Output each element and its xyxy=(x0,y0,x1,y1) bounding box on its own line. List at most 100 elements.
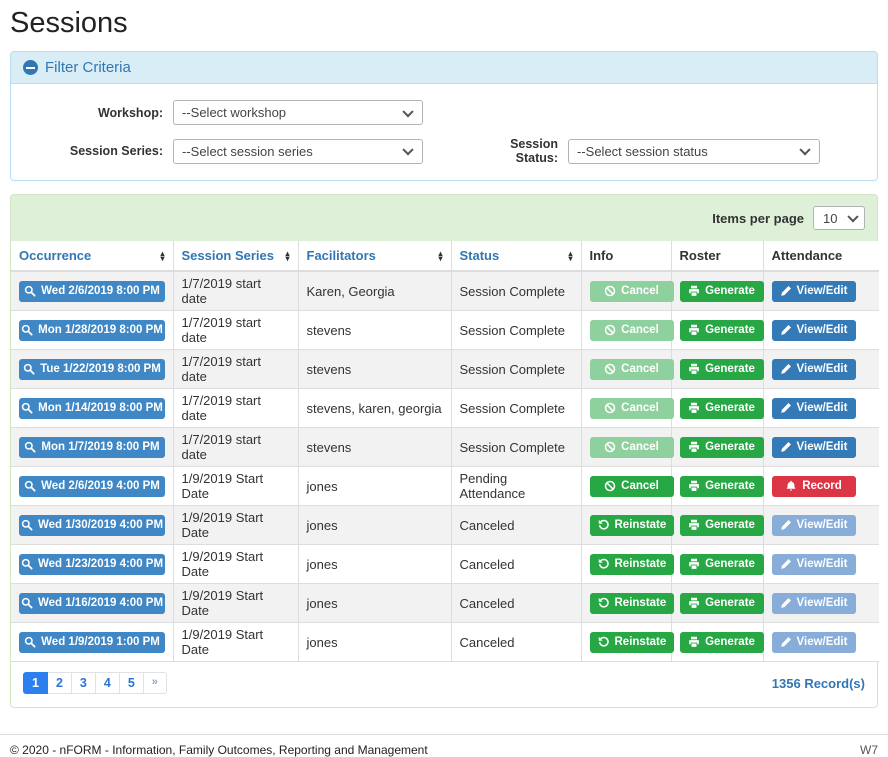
session-series-cell: 1/9/2019 Start Date xyxy=(172,622,299,662)
filter-criteria-title: Filter Criteria xyxy=(45,59,131,76)
roster-action-button[interactable]: Generate xyxy=(679,436,764,458)
facilitators-cell: stevens xyxy=(297,310,452,350)
info-action-button[interactable]: Reinstate xyxy=(589,553,675,575)
column-header-status[interactable]: Status ▴ ▾ xyxy=(450,241,582,272)
table-row: Mon 1/7/2019 8:00 PM 1/7/2019 start date… xyxy=(11,427,879,467)
minus-circle-icon xyxy=(23,60,38,75)
info-action-button[interactable]: Reinstate xyxy=(589,592,675,614)
occurrence-button[interactable]: Wed 1/30/2019 4:00 PM xyxy=(19,514,165,536)
sort-icon[interactable]: ▴ ▾ xyxy=(160,248,165,263)
table-row: Wed 2/6/2019 8:00 PM 1/7/2019 start date… xyxy=(11,270,879,311)
occurrence-button[interactable]: Wed 2/6/2019 4:00 PM xyxy=(19,475,165,497)
undo-icon xyxy=(598,519,610,531)
session-status-select[interactable]: --Select session status xyxy=(568,138,820,164)
info-action-button[interactable]: Reinstate xyxy=(589,631,675,653)
sort-icon[interactable]: ▴ ▾ xyxy=(568,248,573,263)
session-status-select-wrap: --Select session status xyxy=(568,138,820,164)
attendance-action-button[interactable]: View/Edit xyxy=(771,436,856,458)
pencil-icon xyxy=(780,558,792,570)
sort-icon[interactable]: ▴ ▾ xyxy=(438,248,443,263)
status-cell: Canceled xyxy=(450,622,582,662)
attendance-action-button: View/Edit xyxy=(771,553,856,575)
facilitators-cell: stevens xyxy=(297,349,452,389)
results-panel-header: Items per page 10 xyxy=(11,195,877,241)
attendance-action-button: View/Edit xyxy=(771,514,856,536)
occurrence-button[interactable]: Wed 1/16/2019 4:00 PM xyxy=(19,592,165,614)
printer-icon xyxy=(688,480,700,492)
roster-action-button[interactable]: Generate xyxy=(679,514,764,536)
printer-icon xyxy=(688,441,700,453)
search-icon xyxy=(21,402,33,414)
table-row: Wed 1/23/2019 4:00 PM 1/9/2019 Start Dat… xyxy=(11,544,879,584)
session-series-select-wrap: --Select session series xyxy=(173,138,423,164)
roster-action-button[interactable]: Generate xyxy=(679,553,764,575)
roster-action-button[interactable]: Generate xyxy=(679,280,764,302)
status-cell: Session Complete xyxy=(450,270,582,311)
attendance-action-button[interactable]: View/Edit xyxy=(771,319,856,341)
pencil-icon xyxy=(780,402,792,414)
pagination-next[interactable]: » xyxy=(143,672,167,694)
roster-action-button[interactable]: Generate xyxy=(679,358,764,380)
status-cell: Session Complete xyxy=(450,310,582,350)
ban-icon xyxy=(604,285,616,297)
roster-action-button[interactable]: Generate xyxy=(679,592,764,614)
pencil-icon xyxy=(780,441,792,453)
column-header-session-series[interactable]: Session Series ▴ ▾ xyxy=(172,241,299,272)
undo-icon xyxy=(598,597,610,609)
session-series-cell: 1/9/2019 Start Date xyxy=(172,466,299,506)
attendance-action-button[interactable]: View/Edit xyxy=(771,358,856,380)
pencil-icon xyxy=(780,597,792,609)
column-header-facilitators[interactable]: Facilitators ▴ ▾ xyxy=(297,241,452,272)
session-series-cell: 1/7/2019 start date xyxy=(172,270,299,311)
occurrence-button[interactable]: Mon 1/7/2019 8:00 PM xyxy=(19,436,165,458)
attendance-action-button[interactable]: Record xyxy=(771,475,856,497)
pagination-item[interactable]: 5 xyxy=(119,672,144,694)
printer-icon xyxy=(688,636,700,648)
occurrence-button[interactable]: Wed 2/6/2019 8:00 PM xyxy=(19,280,165,302)
status-cell: Canceled xyxy=(450,544,582,584)
pagination-item[interactable]: 4 xyxy=(95,672,120,694)
info-action-button[interactable]: Reinstate xyxy=(589,514,675,536)
pagination-item[interactable]: 1 xyxy=(23,672,48,694)
printer-icon xyxy=(688,324,700,336)
search-icon xyxy=(24,480,36,492)
info-action-button[interactable]: Cancel xyxy=(589,475,674,497)
results-panel-footer: 1 2 3 4 5 » 1356 Record(s) xyxy=(11,662,877,707)
occurrence-button[interactable]: Mon 1/28/2019 8:00 PM xyxy=(19,319,165,341)
roster-action-button[interactable]: Generate xyxy=(679,631,764,653)
attendance-action-button: View/Edit xyxy=(771,592,856,614)
roster-action-button[interactable]: Generate xyxy=(679,475,764,497)
footer-copyright: © 2020 - nFORM - Information, Family Out… xyxy=(10,743,428,757)
session-status-label: Session Status: xyxy=(510,137,558,165)
column-header-attendance: Attendance xyxy=(762,241,879,272)
undo-icon xyxy=(598,558,610,570)
facilitators-cell: jones xyxy=(297,505,452,545)
page-title: Sessions xyxy=(10,7,128,39)
status-cell: Session Complete xyxy=(450,427,582,467)
occurrence-button[interactable]: Mon 1/14/2019 8:00 PM xyxy=(19,397,165,419)
footer-version: W7 xyxy=(860,743,878,757)
printer-icon xyxy=(688,363,700,375)
session-series-select[interactable]: --Select session series xyxy=(173,138,423,164)
workshop-select[interactable]: --Select workshop xyxy=(173,100,423,125)
attendance-action-button[interactable]: View/Edit xyxy=(771,280,856,302)
occurrence-button[interactable]: Wed 1/23/2019 4:00 PM xyxy=(19,553,165,575)
column-header-occurrence[interactable]: Occurrence ▴ ▾ xyxy=(11,241,174,272)
occurrence-button[interactable]: Wed 1/9/2019 1:00 PM xyxy=(19,631,165,653)
attendance-action-button[interactable]: View/Edit xyxy=(771,397,856,419)
pagination-item[interactable]: 3 xyxy=(71,672,96,694)
info-action-button: Cancel xyxy=(589,280,674,302)
filter-criteria-header[interactable]: Filter Criteria xyxy=(11,52,877,84)
table-row: Wed 1/30/2019 4:00 PM 1/9/2019 Start Dat… xyxy=(11,505,879,545)
table-row: Mon 1/14/2019 8:00 PM 1/7/2019 start dat… xyxy=(11,388,879,428)
facilitators-cell: jones xyxy=(297,583,452,623)
occurrence-button[interactable]: Tue 1/22/2019 8:00 PM xyxy=(19,358,165,380)
filter-criteria-body: Workshop: --Select workshop Session Seri… xyxy=(11,84,877,180)
sort-icon[interactable]: ▴ ▾ xyxy=(285,248,290,263)
info-action-button: Cancel xyxy=(589,397,674,419)
roster-action-button[interactable]: Generate xyxy=(679,319,764,341)
roster-action-button[interactable]: Generate xyxy=(679,397,764,419)
bell-icon xyxy=(785,480,797,492)
pagination-item[interactable]: 2 xyxy=(47,672,72,694)
items-per-page-select[interactable]: 10 xyxy=(813,206,865,230)
